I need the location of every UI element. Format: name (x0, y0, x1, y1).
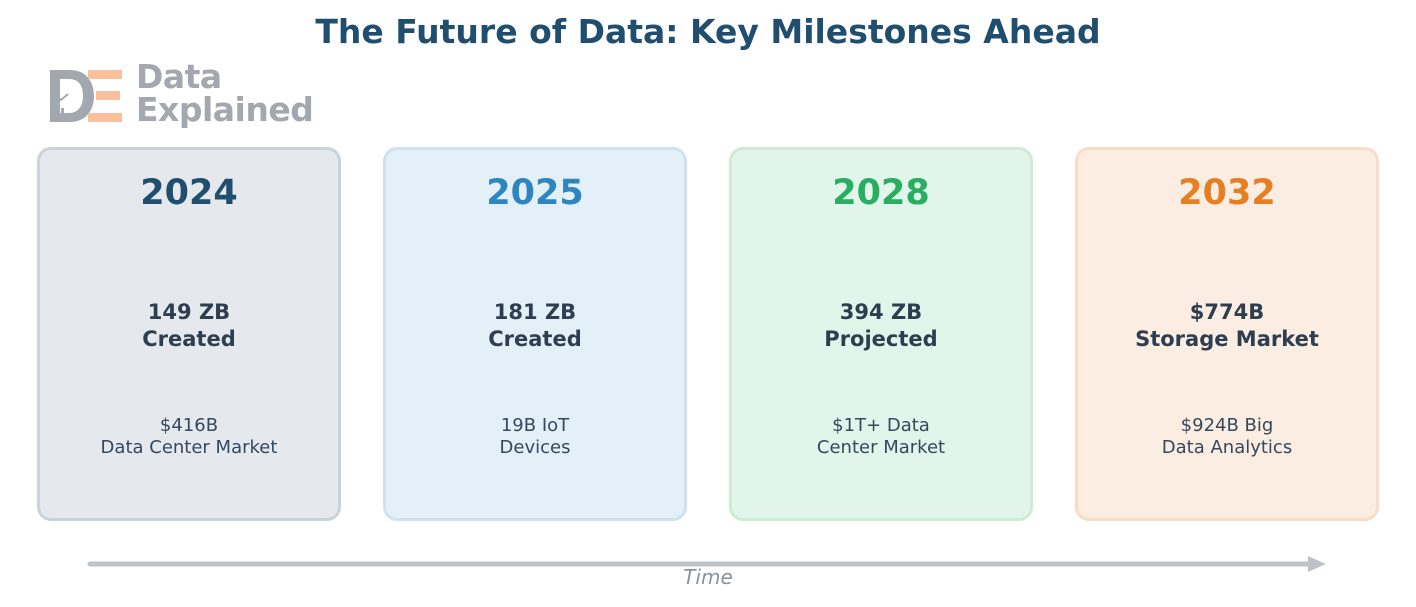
milestone-detail-line-2: Center Market (816, 437, 946, 458)
logo-wordmark: Data Explained (136, 57, 314, 129)
milestone-detail: $924B Big Data Analytics (1078, 415, 1376, 459)
logo-chart-bar-3 (61, 108, 64, 120)
milestone-headline-line-2: Projected (824, 327, 938, 351)
logo-line-1: Data (136, 57, 222, 96)
milestone-detail-line-2: Devices (499, 437, 571, 458)
milestone-card-2024: 2024 149 ZB Created $416B Data Center Ma… (37, 147, 341, 521)
milestone-card-2032: 2032 $774B Storage Market $924B Big Data… (1075, 147, 1379, 521)
milestone-detail-line-1: $924B Big (1180, 415, 1274, 436)
milestone-detail: 19B IoT Devices (386, 415, 684, 459)
milestone-year: 2028 (832, 173, 930, 213)
milestone-year: 2025 (486, 173, 584, 213)
timeline-arrow (87, 556, 1326, 572)
logo-e-bottom (88, 113, 122, 122)
page-title: The Future of Data: Key Milestones Ahead (315, 12, 1101, 51)
milestone-year: 2032 (1178, 173, 1276, 213)
logo-mark-icon (49, 70, 122, 122)
milestone-headline-line-2: Created (142, 327, 236, 351)
milestone-detail: $416B Data Center Market (40, 415, 338, 459)
milestone-detail-line-1: $416B (159, 415, 219, 436)
milestone-headline: 181 ZB Created (386, 299, 684, 353)
milestone-card-2028: 2028 394 ZB Projected $1T+ Data Center M… (729, 147, 1033, 521)
milestone-headline: 394 ZB Projected (732, 299, 1030, 353)
data-explained-logo: Data Explained (48, 60, 328, 135)
milestone-detail-line-2: Data Analytics (1161, 437, 1293, 458)
logo-e-top (88, 70, 122, 79)
milestone-detail-line-1: 19B IoT (500, 415, 570, 436)
milestone-headline-line-2: Created (488, 327, 582, 351)
milestone-headline-line-1: $774B (1189, 300, 1265, 324)
logo-e-middle (96, 91, 120, 100)
logo-chart-bar-1 (51, 106, 54, 120)
milestone-headline-line-1: 181 ZB (493, 300, 577, 324)
milestone-card-2025: 2025 181 ZB Created 19B IoT Devices (383, 147, 687, 521)
milestone-headline-line-1: 394 ZB (839, 300, 923, 324)
timeline-label: Time (683, 565, 733, 589)
logo-trend-line (49, 93, 69, 103)
milestone-headline: $774B Storage Market (1078, 299, 1376, 353)
milestone-detail-line-2: Data Center Market (100, 437, 278, 458)
logo-chart-bar-2 (56, 102, 59, 120)
milestone-detail: $1T+ Data Center Market (732, 415, 1030, 459)
milestone-headline: 149 ZB Created (40, 299, 338, 353)
logo-line-2: Explained (136, 90, 314, 129)
milestone-year: 2024 (140, 173, 238, 213)
timeline-arrow-head-icon (1308, 556, 1326, 572)
milestone-headline-line-1: 149 ZB (147, 300, 231, 324)
milestone-detail-line-1: $1T+ Data (832, 415, 930, 436)
logo-d-letter (50, 70, 94, 122)
milestone-headline-line-2: Storage Market (1135, 327, 1319, 351)
